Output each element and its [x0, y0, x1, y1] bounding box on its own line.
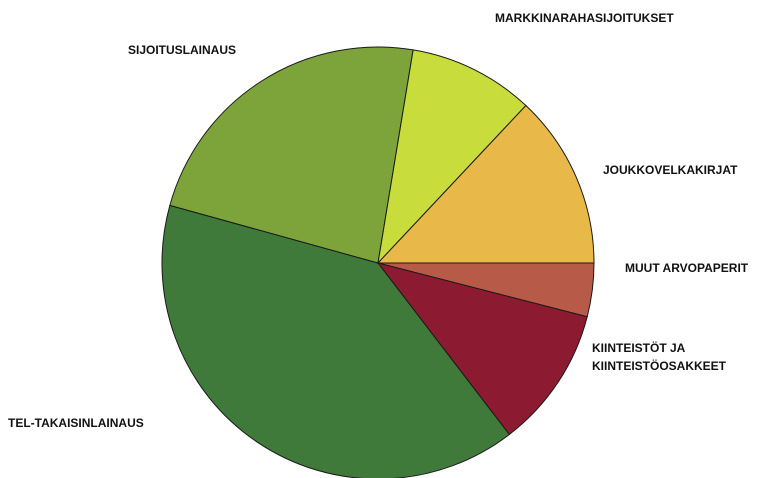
- pie-slice: [161, 204, 511, 478]
- slice-label: MARKKINARAHASIJOITUKSET: [495, 11, 674, 25]
- slice-label: SIJOITUSLAINAUS: [128, 43, 237, 57]
- slice-label: JOUKKOVELKAKIRJAT: [603, 163, 738, 177]
- slice-label: MUUT ARVOPAPERIT: [625, 261, 749, 275]
- slice-label: TEL-TAKAISINLAINAUS: [8, 416, 144, 430]
- pie-slice: [376, 262, 588, 436]
- slice-label: KIINTEISTÖT JA KIINTEISTÖOSAKKEET: [592, 341, 727, 373]
- pie-slice: [376, 104, 595, 264]
- pie-slice: [377, 49, 527, 265]
- pie-slice: [169, 46, 414, 264]
